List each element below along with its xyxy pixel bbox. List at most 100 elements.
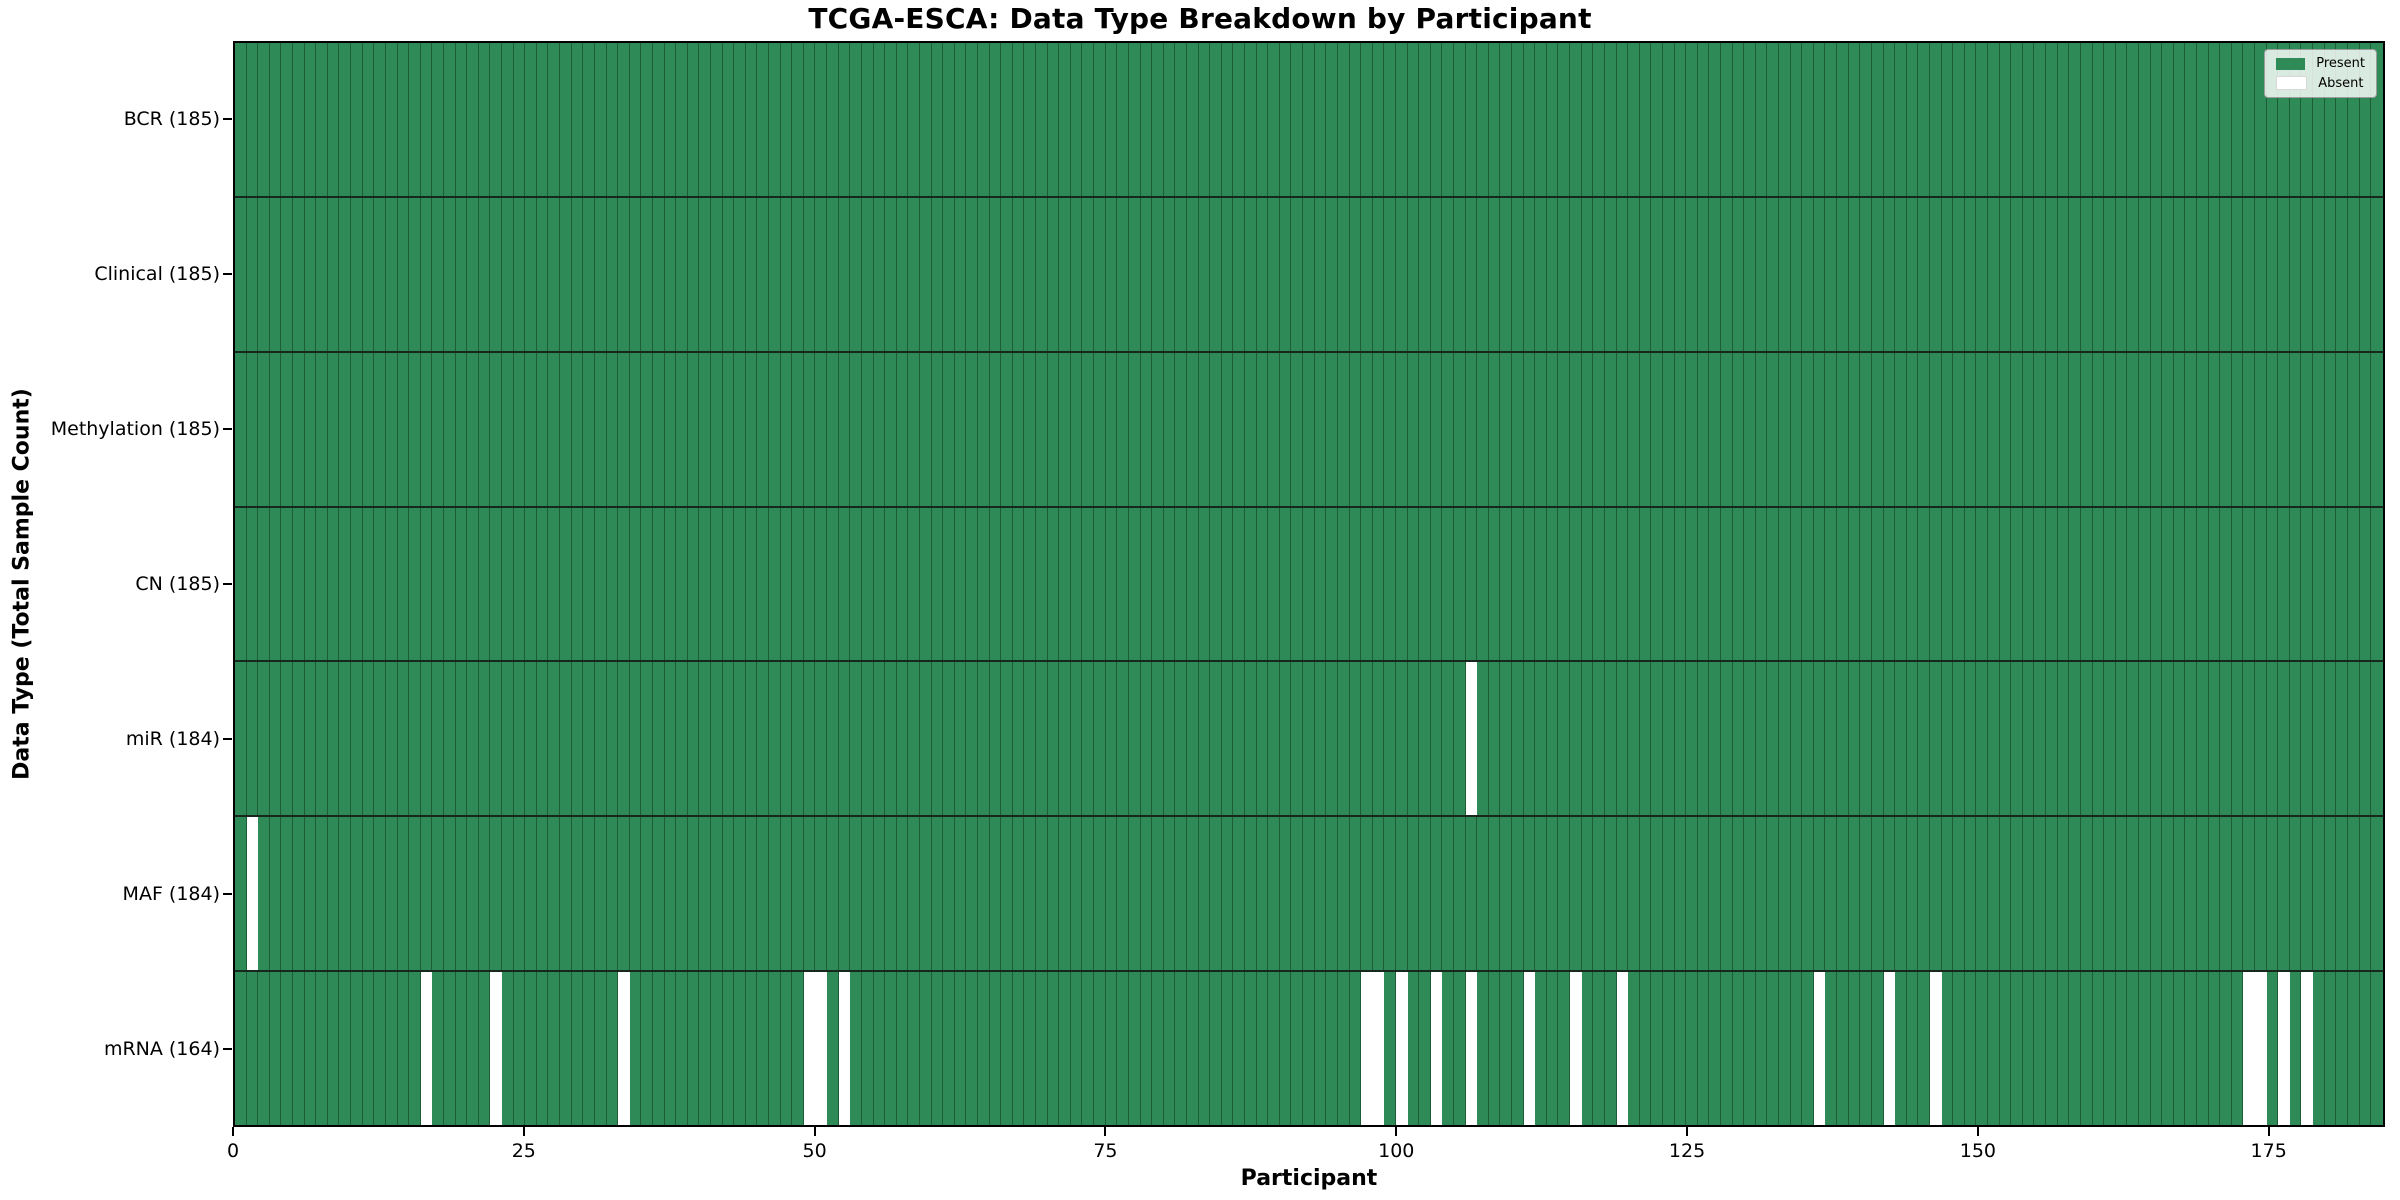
- heatmap-cell: [1860, 352, 1872, 506]
- heatmap-cell: [1314, 507, 1327, 661]
- heatmap-cell: [931, 352, 944, 506]
- heatmap-cell: [2266, 507, 2279, 661]
- heatmap-cell: [1837, 662, 1849, 816]
- heatmap-cell: [502, 662, 514, 816]
- heatmap-cell: [1465, 662, 1478, 816]
- heatmap-cell: [304, 197, 317, 351]
- heatmap-cell: [1186, 43, 1199, 196]
- heatmap-cell: [362, 817, 375, 971]
- heatmap-cell: [1326, 817, 1338, 971]
- heatmap-cell: [594, 197, 607, 351]
- heatmap-cell: [1999, 662, 2012, 816]
- heatmap-cell: [1175, 43, 1187, 196]
- heatmap-cell: [2359, 352, 2372, 506]
- heatmap-cell: [293, 197, 305, 351]
- heatmap-cell: [2196, 507, 2209, 661]
- heatmap-cell: [1953, 662, 1965, 816]
- heatmap-cell: [1546, 817, 1559, 971]
- heatmap-cell: [1430, 662, 1443, 816]
- heatmap-cell: [1372, 507, 1385, 661]
- heatmap-cell: [1709, 662, 1721, 816]
- heatmap-cell: [1128, 662, 1141, 816]
- heatmap-cell: [2208, 352, 2221, 506]
- heatmap-cell: [1012, 43, 1025, 196]
- heatmap-cell: [502, 507, 514, 661]
- heatmap-cell: [2080, 817, 2093, 971]
- heatmap-cell: [838, 507, 851, 661]
- heatmap-cell: [2313, 352, 2325, 506]
- heatmap-cell: [467, 817, 479, 971]
- heatmap-cell: [954, 662, 967, 816]
- heatmap-cell: [1662, 197, 1675, 351]
- heatmap-cell: [2115, 817, 2128, 971]
- heatmap-cell: [1117, 972, 1129, 1126]
- heatmap-cell: [374, 662, 386, 816]
- heatmap-cell: [2080, 507, 2093, 661]
- heatmap-cell: [420, 43, 433, 196]
- heatmap-cell: [1558, 507, 1571, 661]
- heatmap-cell: [687, 817, 700, 971]
- heatmap-cell: [1453, 43, 1466, 196]
- heatmap-cell: [258, 197, 270, 351]
- heatmap-cell: [1593, 197, 1605, 351]
- x-tick-mark: [813, 1127, 816, 1136]
- heatmap-cell: [1384, 662, 1396, 816]
- heatmap-cell: [2196, 972, 2209, 1126]
- heatmap-cell: [2313, 662, 2325, 816]
- heatmap-cell: [490, 972, 503, 1126]
- heatmap-cell: [2150, 662, 2163, 816]
- heatmap-cell: [2150, 197, 2163, 351]
- heatmap-cell: [2115, 972, 2128, 1126]
- heatmap-cell: [1744, 662, 1756, 816]
- heatmap-cell: [1349, 662, 1362, 816]
- heatmap-cell: [1442, 43, 1454, 196]
- heatmap-cell: [1593, 817, 1605, 971]
- heatmap-cell: [1895, 972, 1907, 1126]
- heatmap-cell: [1117, 43, 1129, 196]
- heatmap-cell: [1105, 972, 1118, 1126]
- heatmap-cell: [1628, 507, 1640, 661]
- heatmap-cell: [2266, 817, 2279, 971]
- heatmap-cell: [1128, 817, 1141, 971]
- heatmap-cell: [362, 197, 375, 351]
- heatmap-cell: [2324, 662, 2337, 816]
- heatmap-cell: [2127, 507, 2139, 661]
- heatmap-cell: [1523, 972, 1536, 1126]
- heatmap-cell: [1790, 662, 1803, 816]
- heatmap-cell: [1361, 662, 1373, 816]
- heatmap-cell: [618, 662, 630, 816]
- heatmap-cell: [1407, 507, 1420, 661]
- heatmap-cell: [908, 817, 920, 971]
- heatmap-cell: [1883, 662, 1896, 816]
- heatmap-cell: [235, 972, 247, 1126]
- heatmap-cell: [2127, 972, 2139, 1126]
- heatmap-cell: [385, 817, 398, 971]
- heatmap-cell: [1012, 662, 1025, 816]
- heatmap-cell: [1848, 197, 1861, 351]
- heatmap-cell: [2069, 507, 2081, 661]
- heatmap-cell: [316, 43, 328, 196]
- heatmap-cell: [803, 662, 816, 816]
- heatmap-cell: [2011, 352, 2023, 506]
- heatmap-cell: [1767, 197, 1780, 351]
- heatmap-cell: [362, 352, 375, 506]
- heatmap-cell: [1546, 972, 1559, 1126]
- heatmap-cell: [1419, 352, 1431, 506]
- heatmap-cell: [2289, 817, 2302, 971]
- heatmap-cell: [1790, 507, 1803, 661]
- heatmap-cell: [1790, 43, 1803, 196]
- heatmap-cell: [2266, 197, 2279, 351]
- heatmap-cell: [1837, 972, 1849, 1126]
- heatmap-cell: [1779, 352, 1791, 506]
- heatmap-cell: [919, 817, 932, 971]
- heatmap-cell: [1337, 662, 1350, 816]
- heatmap-cell: [1105, 352, 1118, 506]
- heatmap-cell: [838, 197, 851, 351]
- heatmap-cell: [2278, 43, 2290, 196]
- heatmap-cell: [1570, 662, 1582, 816]
- heatmap-cell: [1488, 197, 1501, 351]
- heatmap-cell: [1651, 972, 1663, 1126]
- heatmap-cell: [1964, 972, 1977, 1126]
- heatmap-cell: [1918, 662, 1930, 816]
- heatmap-cell: [745, 197, 758, 351]
